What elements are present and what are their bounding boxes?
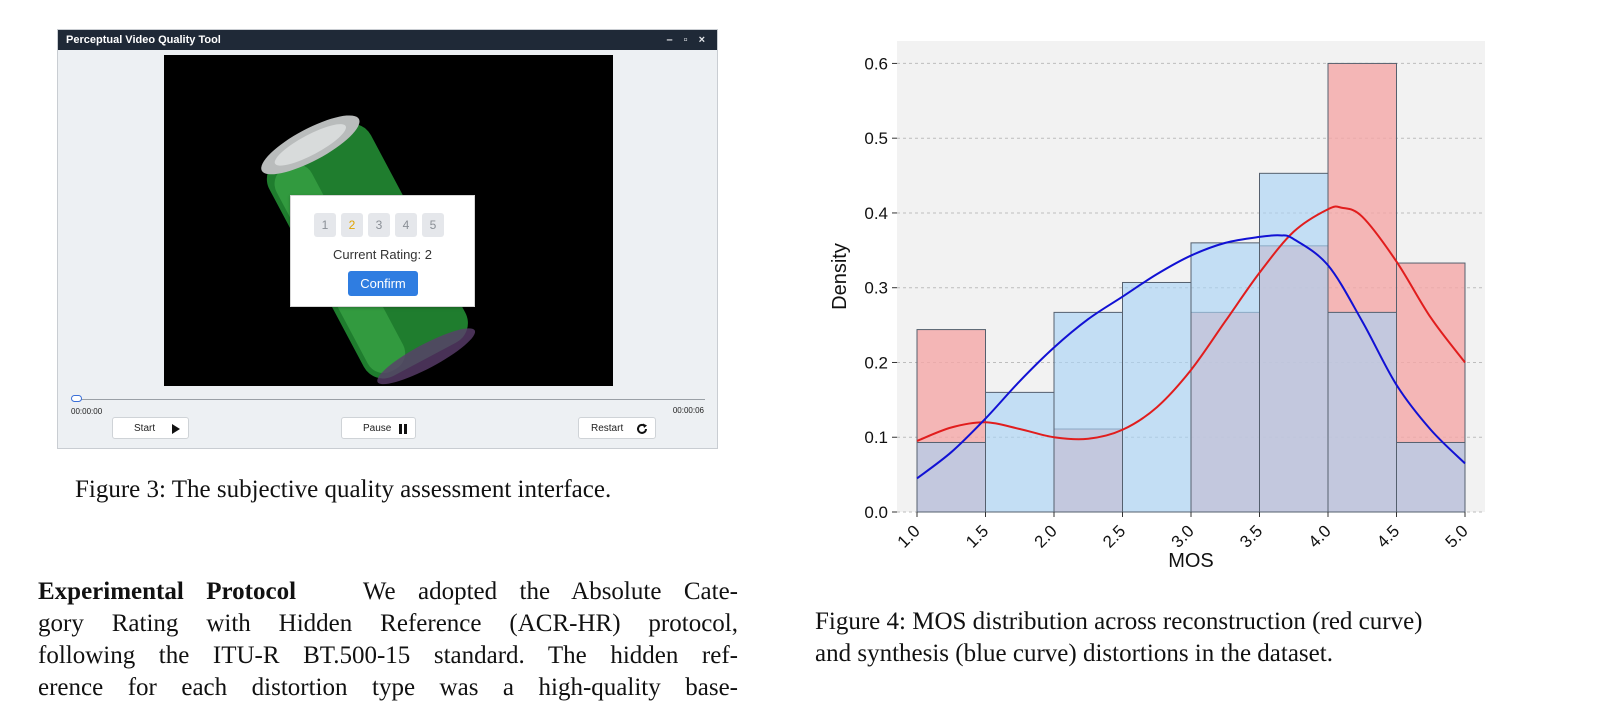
histogram-bar [1259, 172, 1329, 513]
x-tick-label: 5.0 [1442, 521, 1472, 551]
window-titlebar: Perceptual Video Quality Tool – ▫ × [58, 30, 717, 50]
rating-button-2[interactable]: 2 [341, 213, 363, 237]
confirm-button[interactable]: Confirm [348, 271, 418, 296]
paragraph-line-4: erence for each distortion type was a hi… [38, 674, 738, 701]
kde-curve [916, 234, 1466, 480]
time-total: 00:00:06 [672, 406, 704, 415]
figure-4-caption-line-2: and synthesis (blue curve) distortions i… [815, 640, 1333, 667]
x-tick-label: 4.0 [1305, 521, 1335, 551]
y-tick-label: 0.4 [864, 204, 888, 223]
app-window: Perceptual Video Quality Tool – ▫ × 1 2 … [57, 29, 718, 449]
paragraph-line-3: following the ITU-R BT.500-15 standard. … [38, 642, 738, 669]
start-button[interactable]: Start [112, 417, 189, 439]
histogram-bar [985, 391, 1055, 513]
histogram-bar [1327, 311, 1397, 513]
x-tick-label: 1.5 [962, 521, 992, 551]
histogram-bar [1053, 311, 1123, 513]
rating-button-3[interactable]: 3 [368, 213, 390, 237]
x-tick-label: 2.5 [1099, 521, 1129, 551]
figure-4-caption-line-1: Figure 4: MOS distribution across recons… [815, 608, 1423, 635]
play-icon [172, 424, 180, 434]
x-axis-label: MOS [1168, 550, 1214, 572]
histogram-bar [1122, 281, 1192, 513]
y-tick-label: 0.1 [864, 428, 888, 447]
kde-curve [916, 205, 1466, 442]
y-tick-label: 0.3 [864, 279, 888, 298]
x-tick-label: 4.5 [1373, 521, 1403, 551]
paragraph-line-1-text: We adopted the Absolute Cate- [362, 578, 738, 605]
pause-label: Pause [363, 423, 392, 434]
paragraph-heading: Experimental Protocol [38, 578, 297, 605]
histogram-bar [1190, 242, 1260, 513]
rating-buttons: 1 2 3 4 5 [314, 213, 444, 237]
start-label: Start [134, 423, 156, 434]
x-tick-label: 1.0 [894, 521, 924, 551]
refresh-icon [637, 423, 647, 434]
x-tick-label: 3.5 [1236, 521, 1266, 551]
rating-dialog: 1 2 3 4 5 Current Rating: 2 Confirm [290, 195, 475, 307]
histogram-bars [916, 62, 1466, 513]
rating-button-5[interactable]: 5 [422, 213, 444, 237]
progress-thumb[interactable] [71, 395, 82, 402]
rating-button-4[interactable]: 4 [395, 213, 417, 237]
y-axis-label: Density [829, 243, 851, 310]
x-tick-label: 3.0 [1168, 521, 1198, 551]
y-tick-label: 0.0 [864, 503, 888, 522]
y-tick-label: 0.2 [864, 353, 888, 372]
time-elapsed: 00:00:00 [71, 407, 103, 416]
y-tick-label: 0.5 [864, 129, 888, 148]
pause-button[interactable]: Pause [341, 417, 416, 439]
y-tick-label: 0.6 [864, 54, 888, 73]
histogram-bar [916, 441, 986, 513]
current-rating-text: Current Rating: 2 [333, 247, 432, 262]
restart-label: Restart [591, 423, 624, 434]
body-paragraph: Experimental Protocol We adopted the Abs… [38, 576, 738, 704]
kde-curves [916, 205, 1466, 480]
mos-density-chart: 0.0 0.1 0.2 0.3 0.4 0.5 0.6 1.0 1.5 2.0 2.5 3.0 3.5 4… [829, 41, 1485, 572]
figure-3-caption: Figure 3: The subjective quality assessm… [75, 476, 612, 503]
progress-track[interactable] [75, 399, 705, 400]
window-title: Perceptual Video Quality Tool [66, 34, 221, 46]
x-tick-label: 2.0 [1031, 521, 1061, 551]
paragraph-line-2: gory Rating with Hidden Reference (ACR-H… [38, 610, 738, 637]
paragraph-line-1: Experimental Protocol We adopted the Abs… [38, 576, 738, 608]
pause-icon [399, 424, 407, 434]
rating-button-1[interactable]: 1 [314, 213, 336, 237]
restart-button[interactable]: Restart [578, 417, 656, 439]
window-controls[interactable]: – ▫ × [666, 34, 709, 46]
figure-4-caption: Figure 4: MOS distribution across recons… [815, 606, 1423, 670]
